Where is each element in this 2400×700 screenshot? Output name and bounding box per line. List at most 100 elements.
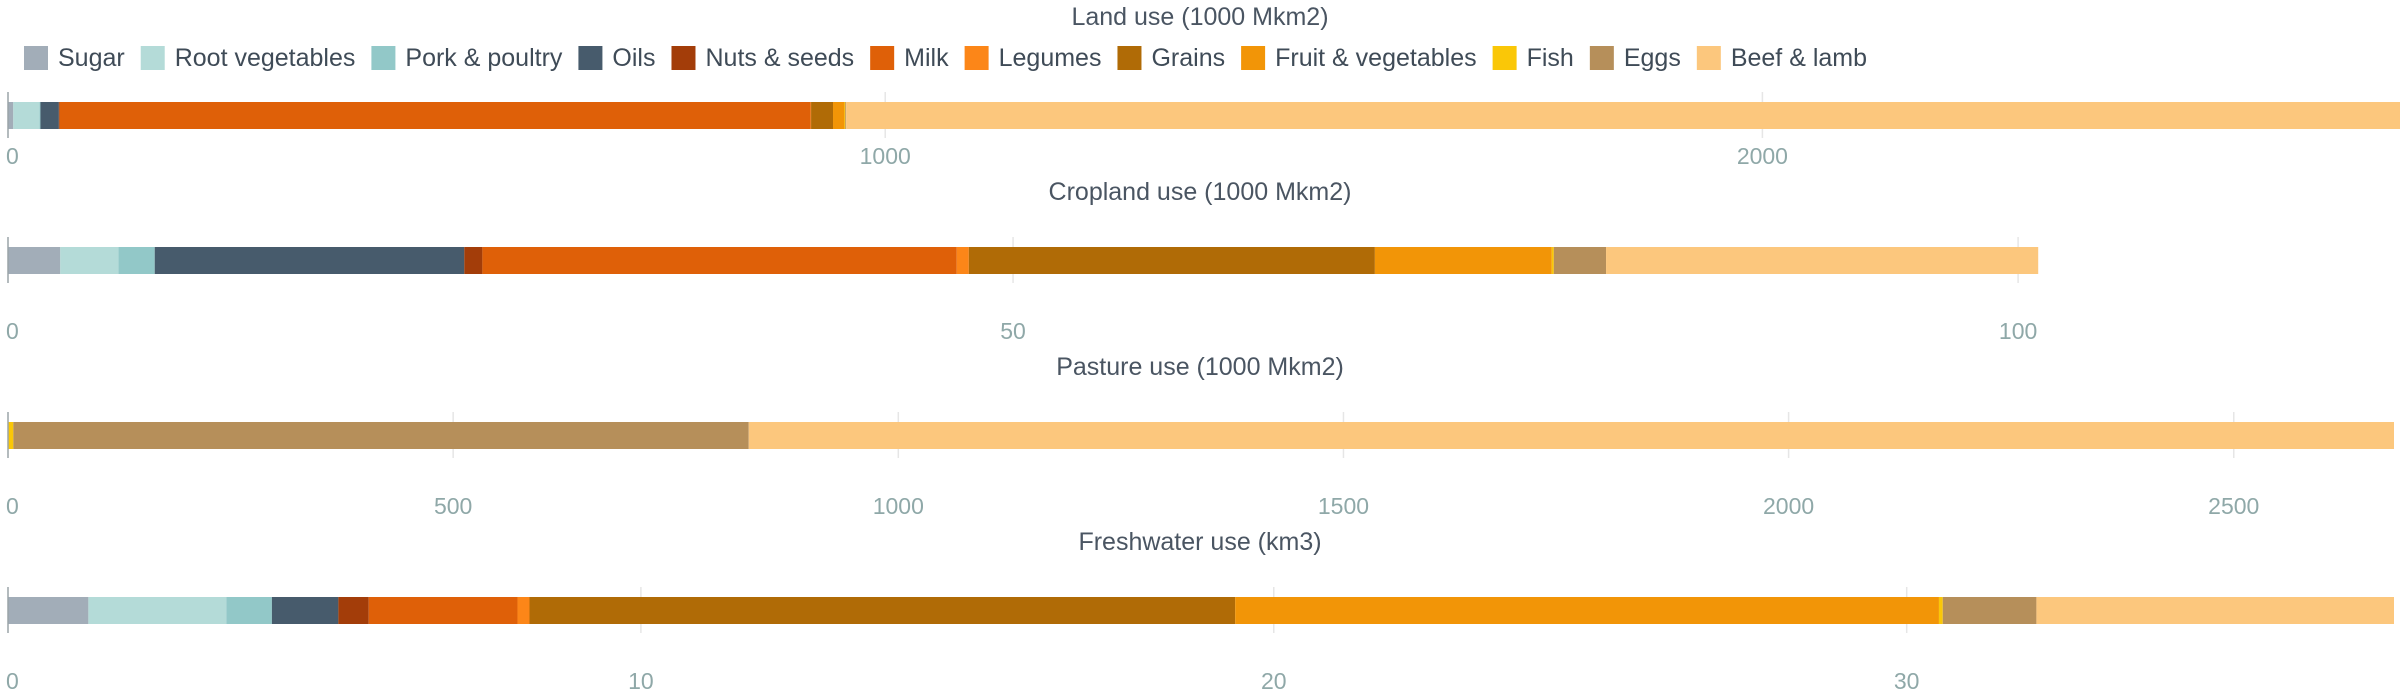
tick-label: 10 [628,668,654,694]
legend-label-oils: Oils [612,44,655,72]
tick-label: 500 [434,493,472,519]
bar-segment-eggs [1553,247,1607,274]
panel-title: Land use (1000 Mkm2) [1071,3,1328,31]
bar-segment-eggs [1942,597,2037,624]
legend-item-milk: Milk [870,44,949,72]
bar-segment-grains [529,597,1236,624]
legend-item-nuts-and-seeds: Nuts & seeds [671,44,854,72]
legend-swatch-fruit-and-vegetables [1241,46,1266,70]
bar-segment-legumes [956,247,969,274]
bar-segment-oils [154,247,465,274]
bar-segment-fish [1938,597,1943,624]
legend-label-pork-and-poultry: Pork & poultry [405,44,563,72]
legend-swatch-nuts-and-seeds [671,46,696,70]
bar-segment-legumes [810,102,812,129]
bar-segment-nuts-and-seeds [58,102,60,129]
bar-segment-root-vegetables [60,247,119,274]
bar-segment-fruit-and-vegetables [833,102,845,129]
tick-label: 100 [1999,318,2037,344]
tick-label: 1000 [873,493,924,519]
panel-title: Pasture use (1000 Mkm2) [1056,353,1344,381]
legend-item-fruit-and-vegetables: Fruit & vegetables [1241,44,1477,72]
legend-label-nuts-and-seeds: Nuts & seeds [705,44,854,72]
panel-title: Cropland use (1000 Mkm2) [1049,178,1352,206]
bar-segment-oils [40,102,59,129]
legend-item-pork-and-poultry: Pork & poultry [371,44,563,72]
bar-segment-nuts-and-seeds [338,597,369,624]
legend-item-sugar: Sugar [24,44,125,72]
bar-segment-pork-and-poultry [118,247,155,274]
tick-label: 50 [1000,318,1026,344]
legend: Sugar Root vegetables Pork & poultry Oils Nu… [24,44,1867,72]
bar-segment-milk [59,102,811,129]
bar-segment-fish [844,102,846,129]
legend-item-root-vegetables: Root vegetables [140,44,356,72]
panel-title: Freshwater use (km3) [1078,528,1321,556]
bar-segment-grains [968,247,1375,274]
tick-label: 0 [6,318,19,344]
legend-swatch-beef-and-lamb [1696,46,1721,70]
legend-label-beef-and-lamb: Beef & lamb [1731,44,1867,72]
legend-item-legumes: Legumes [964,44,1102,72]
tick-label: 2000 [1763,493,1814,519]
tick-label: 1500 [1318,493,1369,519]
legend-swatch-sugar [24,46,48,70]
bar-segment-sugar [8,247,61,274]
bar-segment-oils [271,597,339,624]
legend-item-grains: Grains [1117,44,1225,72]
bar-segment-pork-and-poultry [226,597,272,624]
legend-label-eggs: Eggs [1624,44,1681,72]
panel-freshwater-use-km3: Freshwater use (km3) 0 10 20 30 [6,528,2394,694]
legend-swatch-root-vegetables [140,46,165,70]
legend-swatch-milk [870,46,895,70]
tick-label: 2500 [2208,493,2259,519]
tick-label: 1000 [860,143,911,169]
bar-segment-sugar [8,597,89,624]
bar-segment-sugar [8,102,14,129]
tick-label: 0 [6,493,19,519]
bar-segment-milk [368,597,518,624]
legend-label-fish: Fish [1527,44,1574,72]
legend-swatch-oils [578,46,603,70]
bar-segment-fruit-and-vegetables [1374,247,1552,274]
legend-swatch-legumes [964,46,989,70]
bar-segment-fish [1551,247,1554,274]
tick-label: 20 [1261,668,1287,694]
legend-label-milk: Milk [904,44,949,72]
legend-label-fruit-and-vegetables: Fruit & vegetables [1275,44,1477,72]
bar-segment-eggs [13,422,749,449]
bar-segment-grains [811,102,834,129]
bar-segment-eggs [845,102,847,129]
legend-label-root-vegetables: Root vegetables [175,44,356,72]
panel-land-use-1000-mkm2: Land use (1000 Mkm2) 0 1000 2000 [6,3,2400,169]
tick-label: 0 [6,143,19,169]
bar-segment-beef-and-lamb [748,422,2395,449]
tick-label: 2000 [1737,143,1788,169]
bar-segment-pork-and-poultry [39,102,41,129]
legend-item-fish: Fish [1492,44,1574,72]
panel-pasture-use-1000-mkm2: Pasture use (1000 Mkm2) 0 500 1000 1500 2000 2… [6,353,2395,519]
bar-segment-nuts-and-seeds [464,247,483,274]
legend-swatch-fish [1492,46,1517,70]
legend-label-sugar: Sugar [58,44,125,72]
bar-segment-beef-and-lamb [1606,247,2039,274]
bar-segment-root-vegetables [88,597,227,624]
tick-label: 30 [1894,668,1920,694]
bar-segment-beef-and-lamb [846,102,2400,129]
tick-label: 0 [6,668,19,694]
bar-segment-root-vegetables [13,102,40,129]
bar-segment-milk [482,247,957,274]
legend-swatch-pork-and-poultry [371,46,396,70]
bar-segment-legumes [517,597,530,624]
legend-label-grains: Grains [1151,44,1225,72]
legend-item-beef-and-lamb: Beef & lamb [1696,44,1867,72]
legend-item-eggs: Eggs [1589,44,1681,72]
legend-swatch-grains [1117,46,1142,70]
legend-item-oils: Oils [578,44,655,72]
legend-label-legumes: Legumes [999,44,1102,72]
bar-segment-fish [8,422,14,449]
legend-swatch-eggs [1589,46,1614,70]
bar-segment-fruit-and-vegetables [1235,597,1939,624]
